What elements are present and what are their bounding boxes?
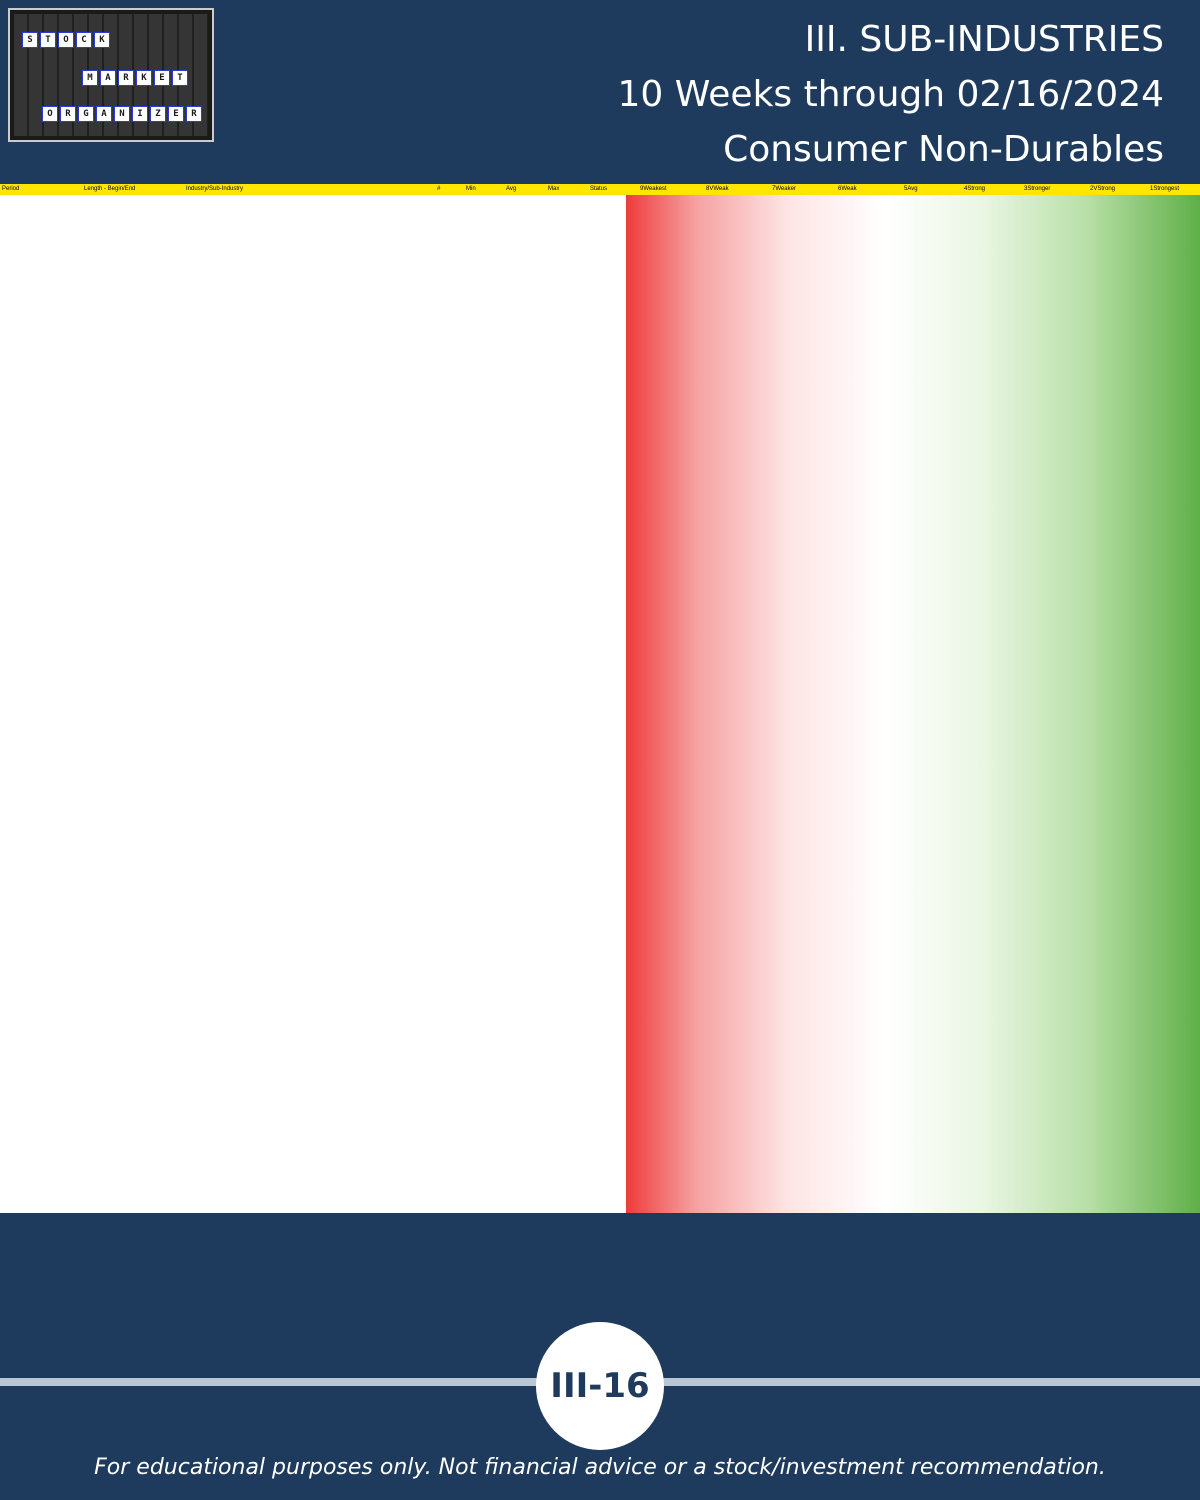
column-header[interactable]: 1Strongest xyxy=(1150,186,1180,192)
column-header[interactable]: 2VStrong xyxy=(1090,186,1116,192)
strength-gradient xyxy=(626,195,1200,1213)
title-line-3: Consumer Non-Durables xyxy=(723,129,1164,170)
column-header[interactable]: 5Avg xyxy=(904,186,918,192)
title-line-2: 10 Weeks through 02/16/2024 xyxy=(617,74,1164,115)
column-header[interactable]: 7Weaker xyxy=(772,186,796,192)
column-header[interactable]: 6Weak xyxy=(838,186,857,192)
column-header[interactable]: Min xyxy=(466,186,476,192)
spreadsheet: Period Length - Begin/End Industry/Sub-Ind… xyxy=(0,184,1200,1213)
column-header[interactable]: 9Weakest xyxy=(640,186,667,192)
page-title: III. SUB-INDUSTRIES 10 Weeks through 02/… xyxy=(618,12,1164,177)
column-header[interactable]: Industry/Sub-Industry xyxy=(186,186,244,192)
column-header[interactable]: Max xyxy=(548,186,560,192)
column-header[interactable]: 8VWeak xyxy=(706,186,729,192)
column-header[interactable]: Period xyxy=(2,186,20,192)
column-header[interactable]: Avg xyxy=(506,186,517,192)
column-header[interactable]: 4Strong xyxy=(964,186,986,192)
column-header[interactable]: # xyxy=(437,186,441,192)
column-header[interactable]: Length - Begin/End xyxy=(84,186,136,192)
column-header[interactable]: Status xyxy=(590,186,608,192)
column-header[interactable]: 3Stronger xyxy=(1024,186,1051,192)
header-row: Period Length - Begin/End Industry/Sub-Ind… xyxy=(0,184,1200,195)
title-line-1: III. SUB-INDUSTRIES xyxy=(804,19,1164,60)
page-number: III-16 xyxy=(536,1322,664,1450)
disclaimer: For educational purposes only. Not finan… xyxy=(94,1455,1106,1480)
